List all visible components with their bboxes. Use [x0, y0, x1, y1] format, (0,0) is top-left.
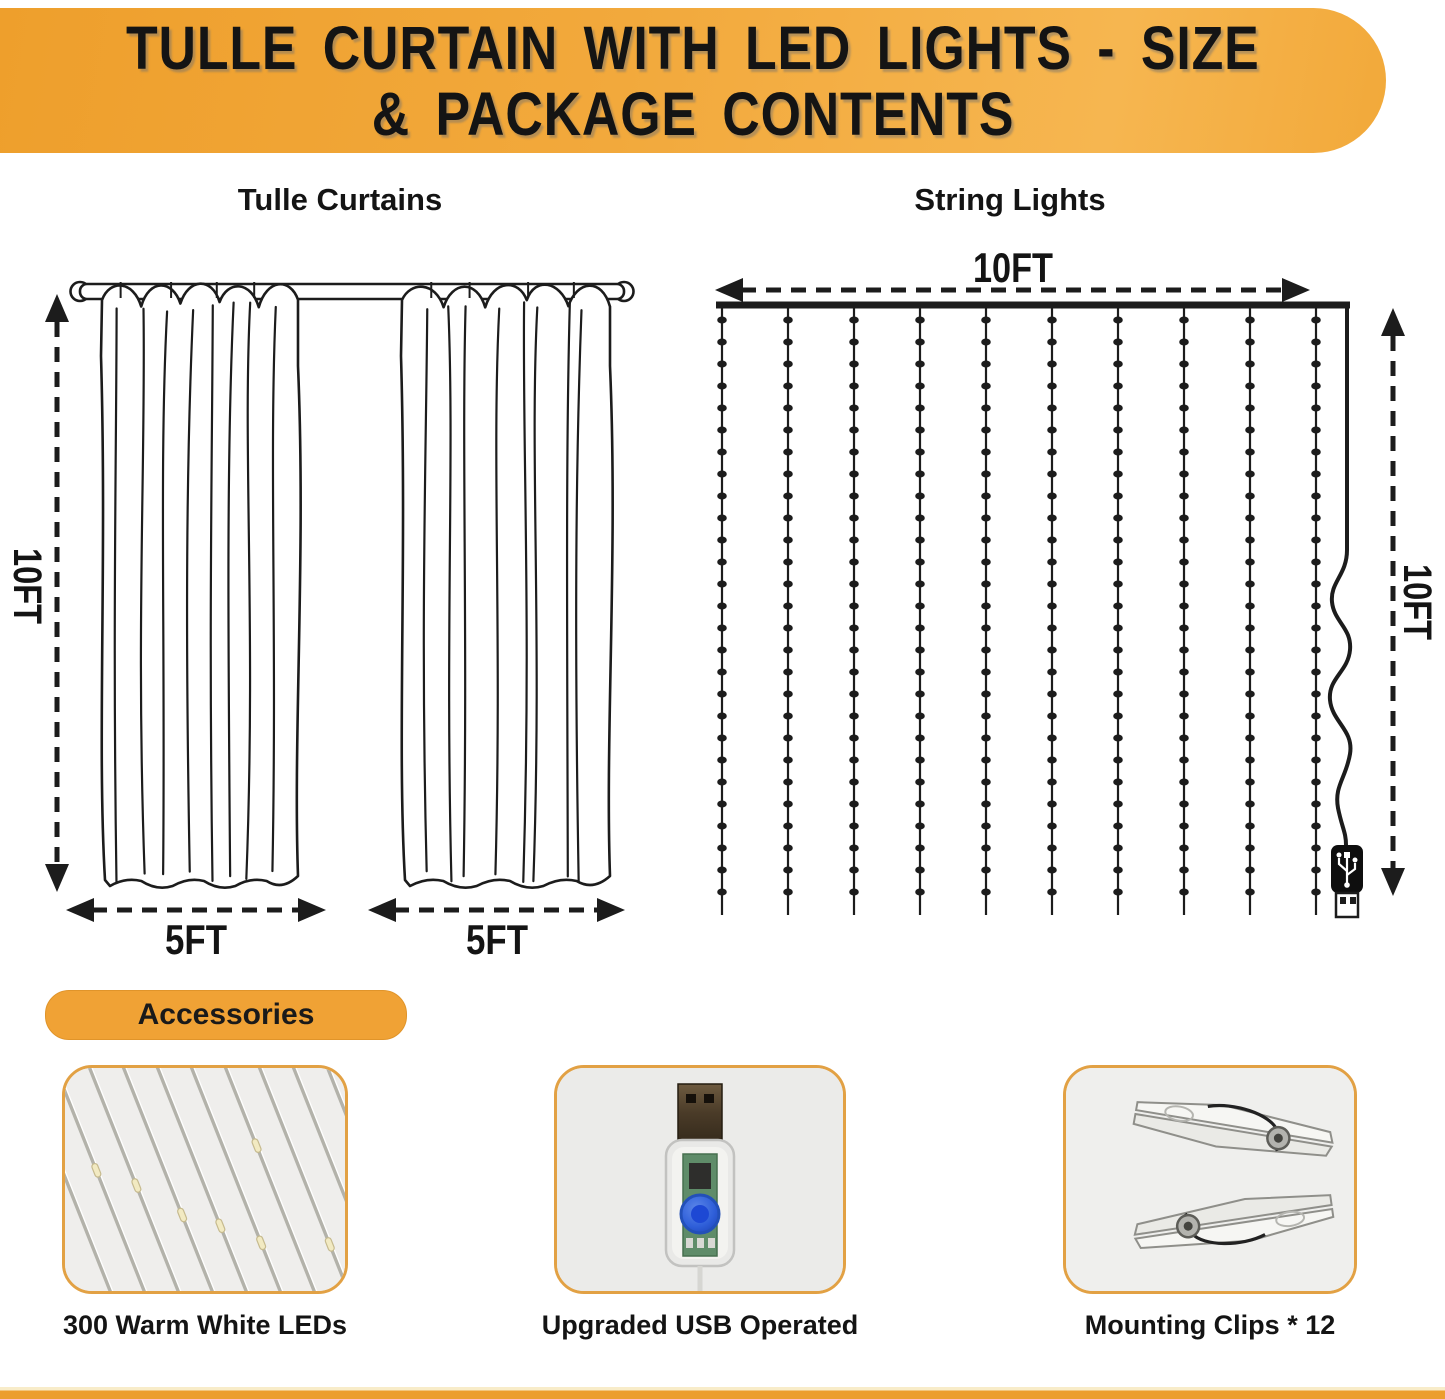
header-banner: TULLE CURTAIN WITH LED LIGHTS - SIZE & P…: [0, 8, 1386, 153]
accessory-caption-clips: Mounting Clips * 12: [1084, 1310, 1336, 1340]
accessory-caption-leds: 300 Warm White LEDs: [62, 1310, 348, 1340]
curtain-panel-left: [99, 282, 302, 889]
curtain-height-label: 10FT: [5, 548, 49, 624]
panel-width-label-right: 5FT: [466, 916, 528, 963]
led-strings: [717, 308, 1321, 915]
lights-width-arrow: [715, 278, 1310, 302]
usb-connector-metal: [677, 1083, 723, 1143]
panel-width-arrow-left: [66, 898, 326, 922]
banner-title-line1: TULLE CURTAIN WITH LED LIGHTS - SIZE: [126, 13, 1260, 82]
accessories-badge: Accessories: [45, 990, 407, 1040]
panel-width-label-left: 5FT: [165, 916, 227, 963]
curtain-panel-right: [399, 282, 614, 889]
curtains-section-title: Tulle Curtains: [237, 182, 443, 217]
led-strings-photo: [62, 1065, 348, 1294]
panel-width-arrow-right: [368, 898, 625, 922]
usb-trident-icon: [1337, 858, 1357, 885]
size-diagram: 10FT 5FT 5FT 10FT: [5, 244, 1439, 963]
lights-height-arrow: [1381, 308, 1405, 896]
accessories-title: Accessories: [137, 998, 315, 1031]
mounting-clips-art: [1066, 1068, 1354, 1291]
usb-controller-photo: [554, 1065, 846, 1294]
accessory-card-clips: Mounting Clips * 12: [1030, 1065, 1390, 1341]
lights-height-label: 10FT: [1395, 564, 1439, 640]
curtain-height-arrow: [45, 294, 69, 892]
banner-title-line2: & PACKAGE CONTENTS: [371, 79, 1015, 148]
usb-plug-icon: [1331, 845, 1363, 919]
lights-section-title: String Lights: [914, 182, 1106, 217]
bottom-divider: [0, 1387, 1445, 1399]
usb-controller-art: [557, 1068, 843, 1291]
usb-body: [664, 1138, 736, 1291]
mounting-clips-photo: [1063, 1065, 1357, 1294]
accessory-caption-usb: Upgraded USB Operated: [541, 1310, 859, 1340]
accessory-card-usb: Upgraded USB Operated: [520, 1065, 880, 1341]
power-cable: [1327, 306, 1353, 847]
lights-width-label: 10FT: [973, 244, 1053, 291]
accessory-card-leds: 300 Warm White LEDs: [25, 1065, 385, 1341]
